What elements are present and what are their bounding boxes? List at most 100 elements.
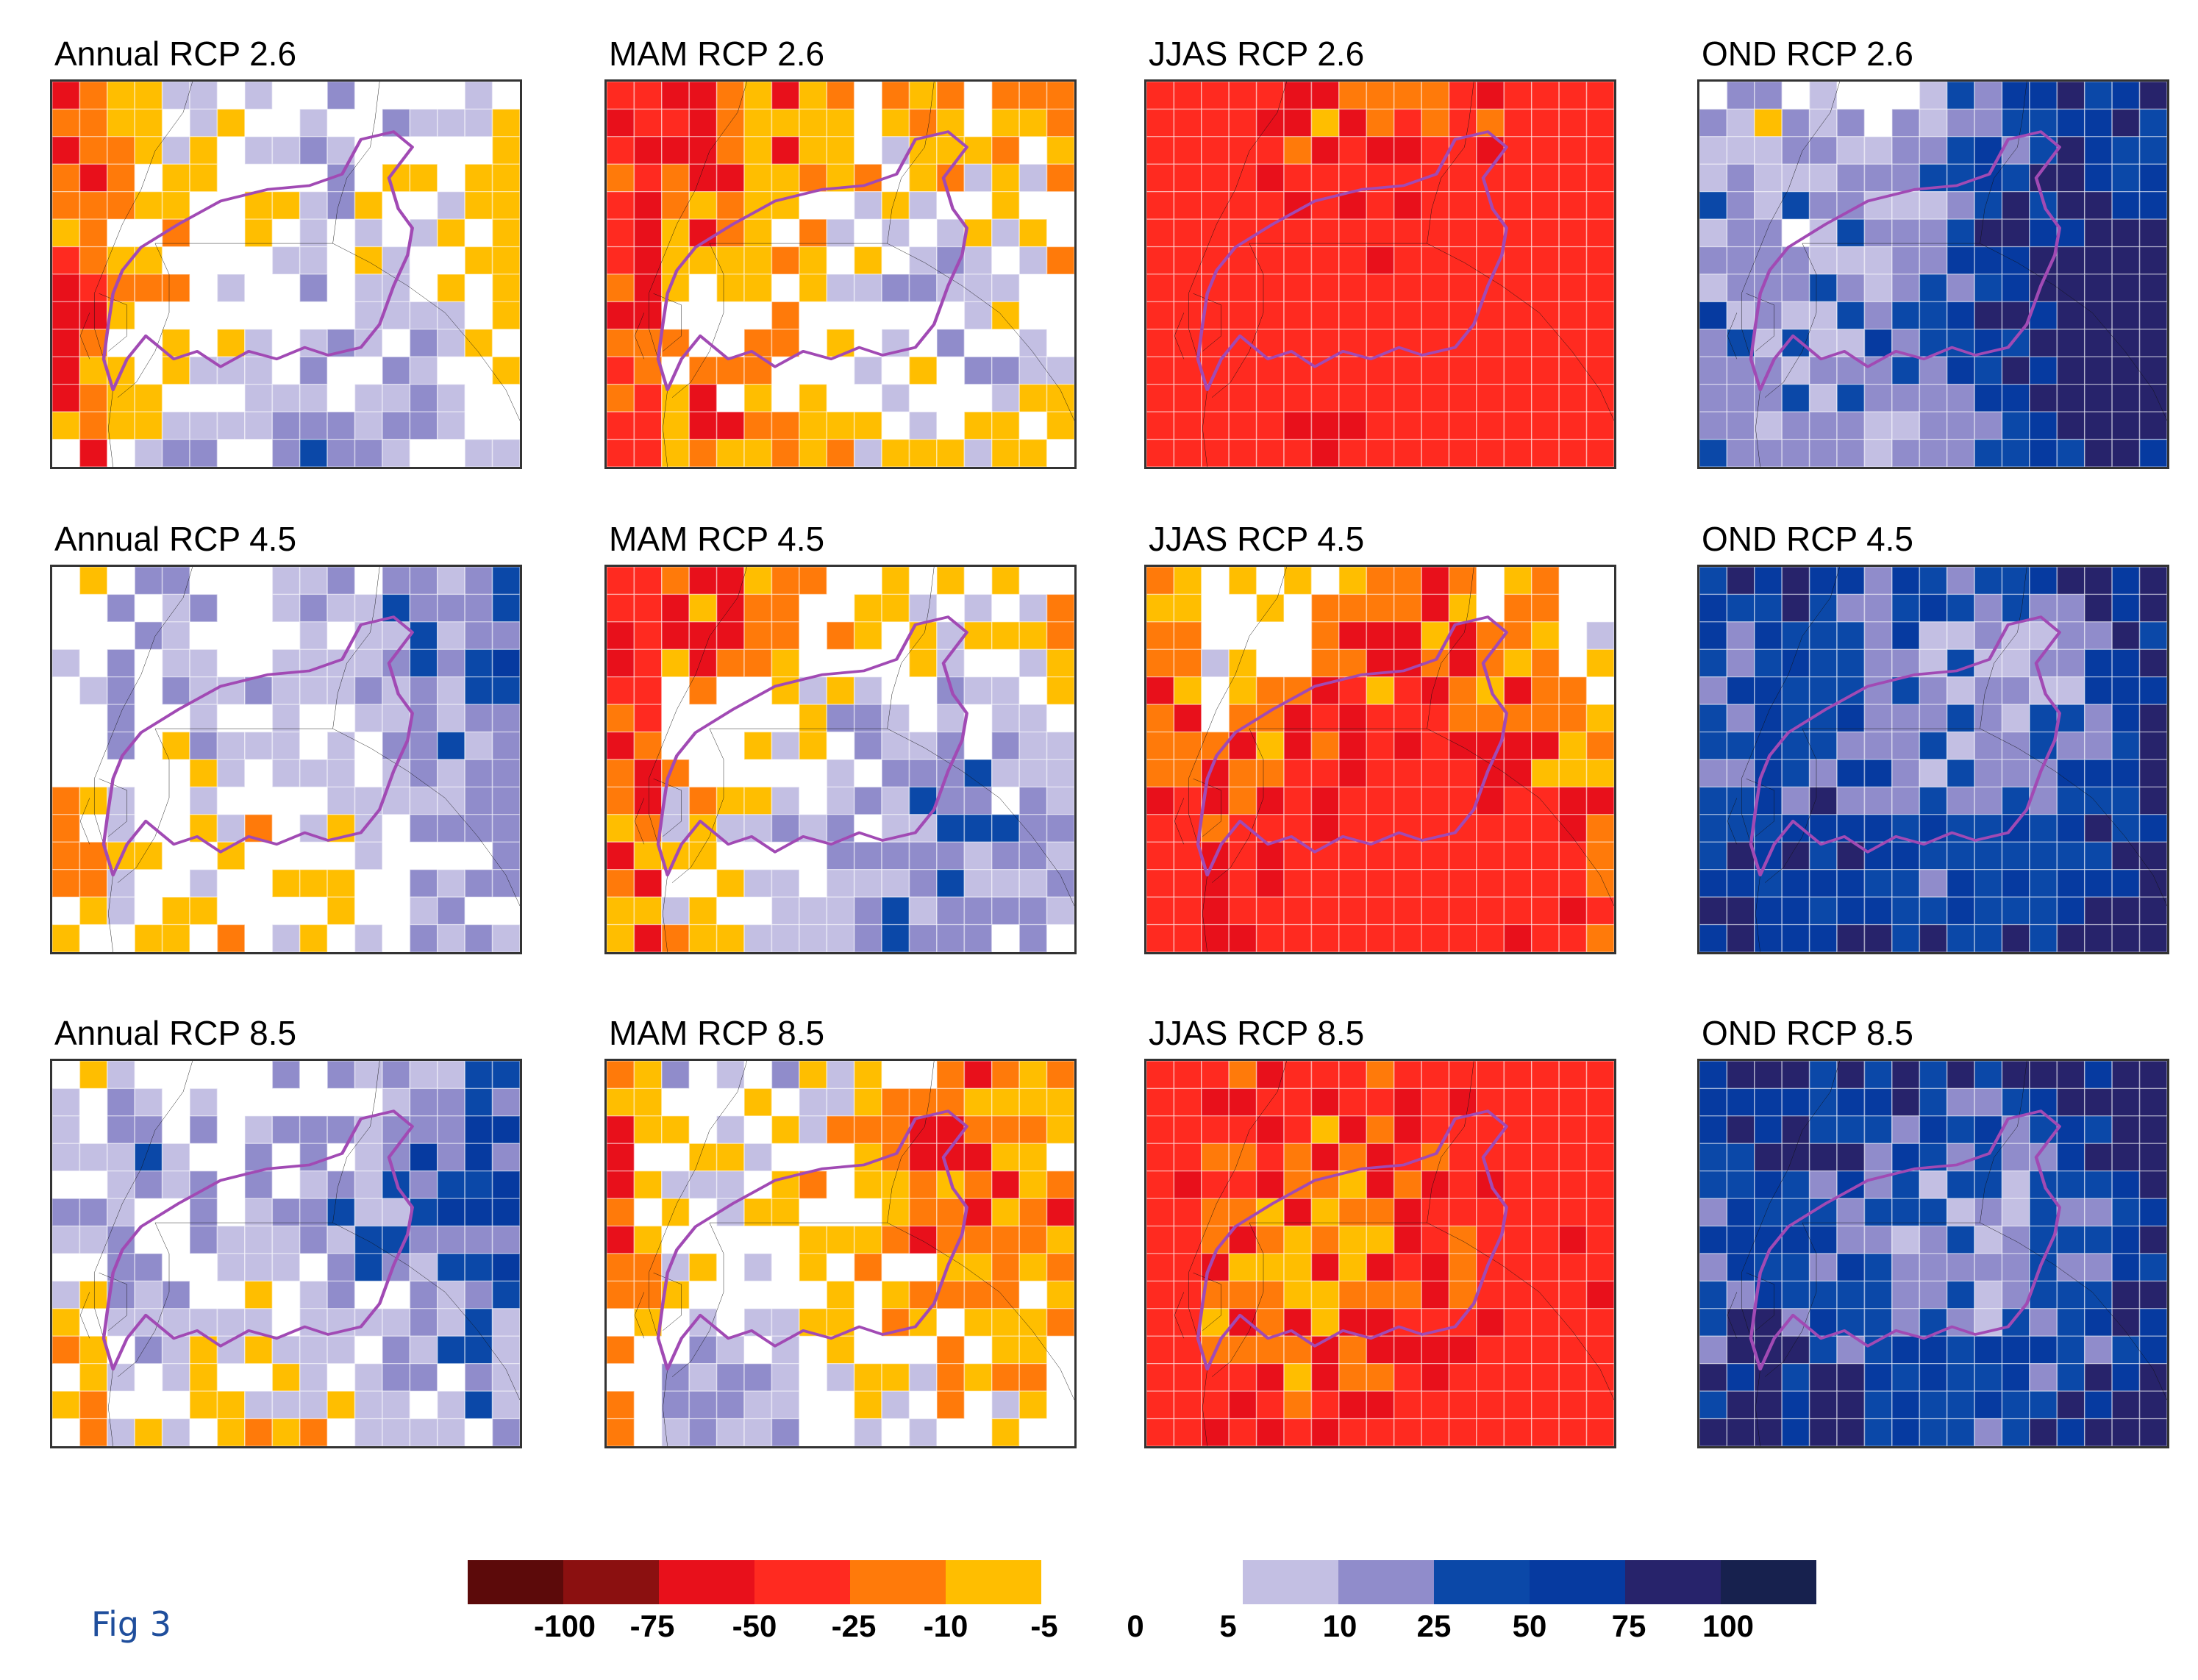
grid-cell [881, 567, 910, 596]
grid-cell [216, 731, 246, 760]
grid-cell [464, 786, 493, 815]
grid-cell [2056, 274, 2085, 303]
grid-cell [382, 1363, 411, 1392]
grid-cell [881, 1390, 910, 1420]
grid-cell [491, 218, 520, 248]
country-border [888, 567, 935, 729]
grid-cell [1974, 1280, 2003, 1309]
grid-cell [1228, 759, 1257, 788]
grid-cell [1421, 1087, 1450, 1117]
grid-cell [1448, 1390, 1477, 1420]
panel-title: JJAS RCP 8.5 [1149, 1014, 1365, 1052]
grid-cell [1919, 593, 1948, 623]
grid-cell [1283, 246, 1313, 275]
grid-cell [354, 814, 383, 843]
country-border [118, 729, 169, 883]
grid-cell [216, 1390, 246, 1420]
grid-cell [826, 1280, 855, 1309]
grid-cell [436, 1115, 465, 1144]
grid-cell [2138, 621, 2167, 650]
grid-cell [1338, 1363, 1368, 1392]
grid-cell [688, 593, 718, 623]
grid-cell [1699, 1225, 1728, 1254]
grid-cell [1974, 301, 2003, 330]
grid-cell [1255, 356, 1285, 385]
grid-cell [2111, 108, 2141, 137]
grid-cell [1585, 1170, 1614, 1199]
grid-cell [52, 1390, 81, 1420]
grid-cell [826, 896, 855, 926]
grid-cell [2001, 567, 2030, 596]
grid-cell [688, 621, 718, 650]
grid-cell [1781, 759, 1810, 788]
grid-cell [189, 108, 218, 137]
grid-cell [491, 1335, 520, 1365]
grid-cell [1476, 869, 1505, 898]
grid-cell [2083, 1335, 2113, 1365]
grid-cell [271, 1390, 301, 1420]
grid-cell [436, 621, 465, 650]
grid-cell [1046, 82, 1074, 110]
colorbar-tick-label: -75 [629, 1609, 675, 1643]
grid-cell [1530, 704, 1560, 733]
grid-cell [52, 82, 81, 110]
grid-cell [1393, 1363, 1422, 1392]
grid-cell [743, 648, 773, 678]
grid-cell [2083, 1280, 2113, 1309]
grid-cell [1046, 1087, 1074, 1117]
grid-cell [436, 814, 465, 843]
grid-cell [2138, 1280, 2167, 1309]
grid-cell [1726, 384, 1755, 412]
grid-cell [1836, 1198, 1866, 1227]
grid-cell [1338, 438, 1368, 467]
grid-cell [1146, 329, 1175, 357]
grid-cell [1699, 1390, 1728, 1420]
grid-cell [79, 676, 108, 705]
grid-cell [79, 163, 108, 193]
grid-cell [2083, 1225, 2113, 1254]
grid-cell [1338, 1061, 1368, 1090]
grid-cell [1558, 923, 1588, 952]
panel-title: JJAS RCP 2.6 [1149, 35, 1365, 73]
grid-cell [464, 1280, 493, 1309]
grid-cell [1146, 923, 1175, 952]
grid-cell [1046, 759, 1074, 788]
grid-cell [2056, 814, 2085, 843]
grid-cell [1863, 246, 1893, 275]
grid-cell [1781, 923, 1810, 952]
grid-cell [936, 1061, 966, 1090]
grid-cell [79, 786, 108, 815]
grid-cell [1201, 82, 1230, 110]
grid-cell [2138, 1390, 2167, 1420]
country-border [1427, 567, 1474, 729]
grid-cell [1310, 1087, 1340, 1117]
grid-cell [991, 1225, 1020, 1254]
grid-cell [1366, 1390, 1395, 1420]
grid-cell [436, 676, 465, 705]
grid-cell [1726, 731, 1755, 760]
grid-cell [1781, 1418, 1810, 1446]
grid-cell [1781, 438, 1810, 467]
grid-cell [299, 869, 328, 898]
grid-cell [216, 759, 246, 788]
grid-cell [464, 82, 493, 110]
grid-cell [1046, 163, 1074, 193]
grid-cell [661, 896, 691, 926]
grid-cell [771, 1363, 800, 1392]
grid-cell [299, 191, 328, 220]
grid-cell [1228, 411, 1257, 440]
grid-cell [688, 1253, 718, 1282]
grid-cell [1891, 218, 1921, 248]
grid-cell [1585, 329, 1614, 357]
grid-cell [688, 896, 718, 926]
grid-cell [881, 274, 910, 303]
grid-cell [2083, 923, 2113, 952]
grid-cell [1808, 648, 1838, 678]
grid-cell [1585, 218, 1614, 248]
grid-cell [327, 82, 356, 110]
grid-cell [1338, 1390, 1368, 1420]
grid-cell [409, 1115, 438, 1144]
grid-cell [1448, 1308, 1477, 1337]
grid-cell [299, 274, 328, 303]
grid-cell [2111, 82, 2141, 110]
